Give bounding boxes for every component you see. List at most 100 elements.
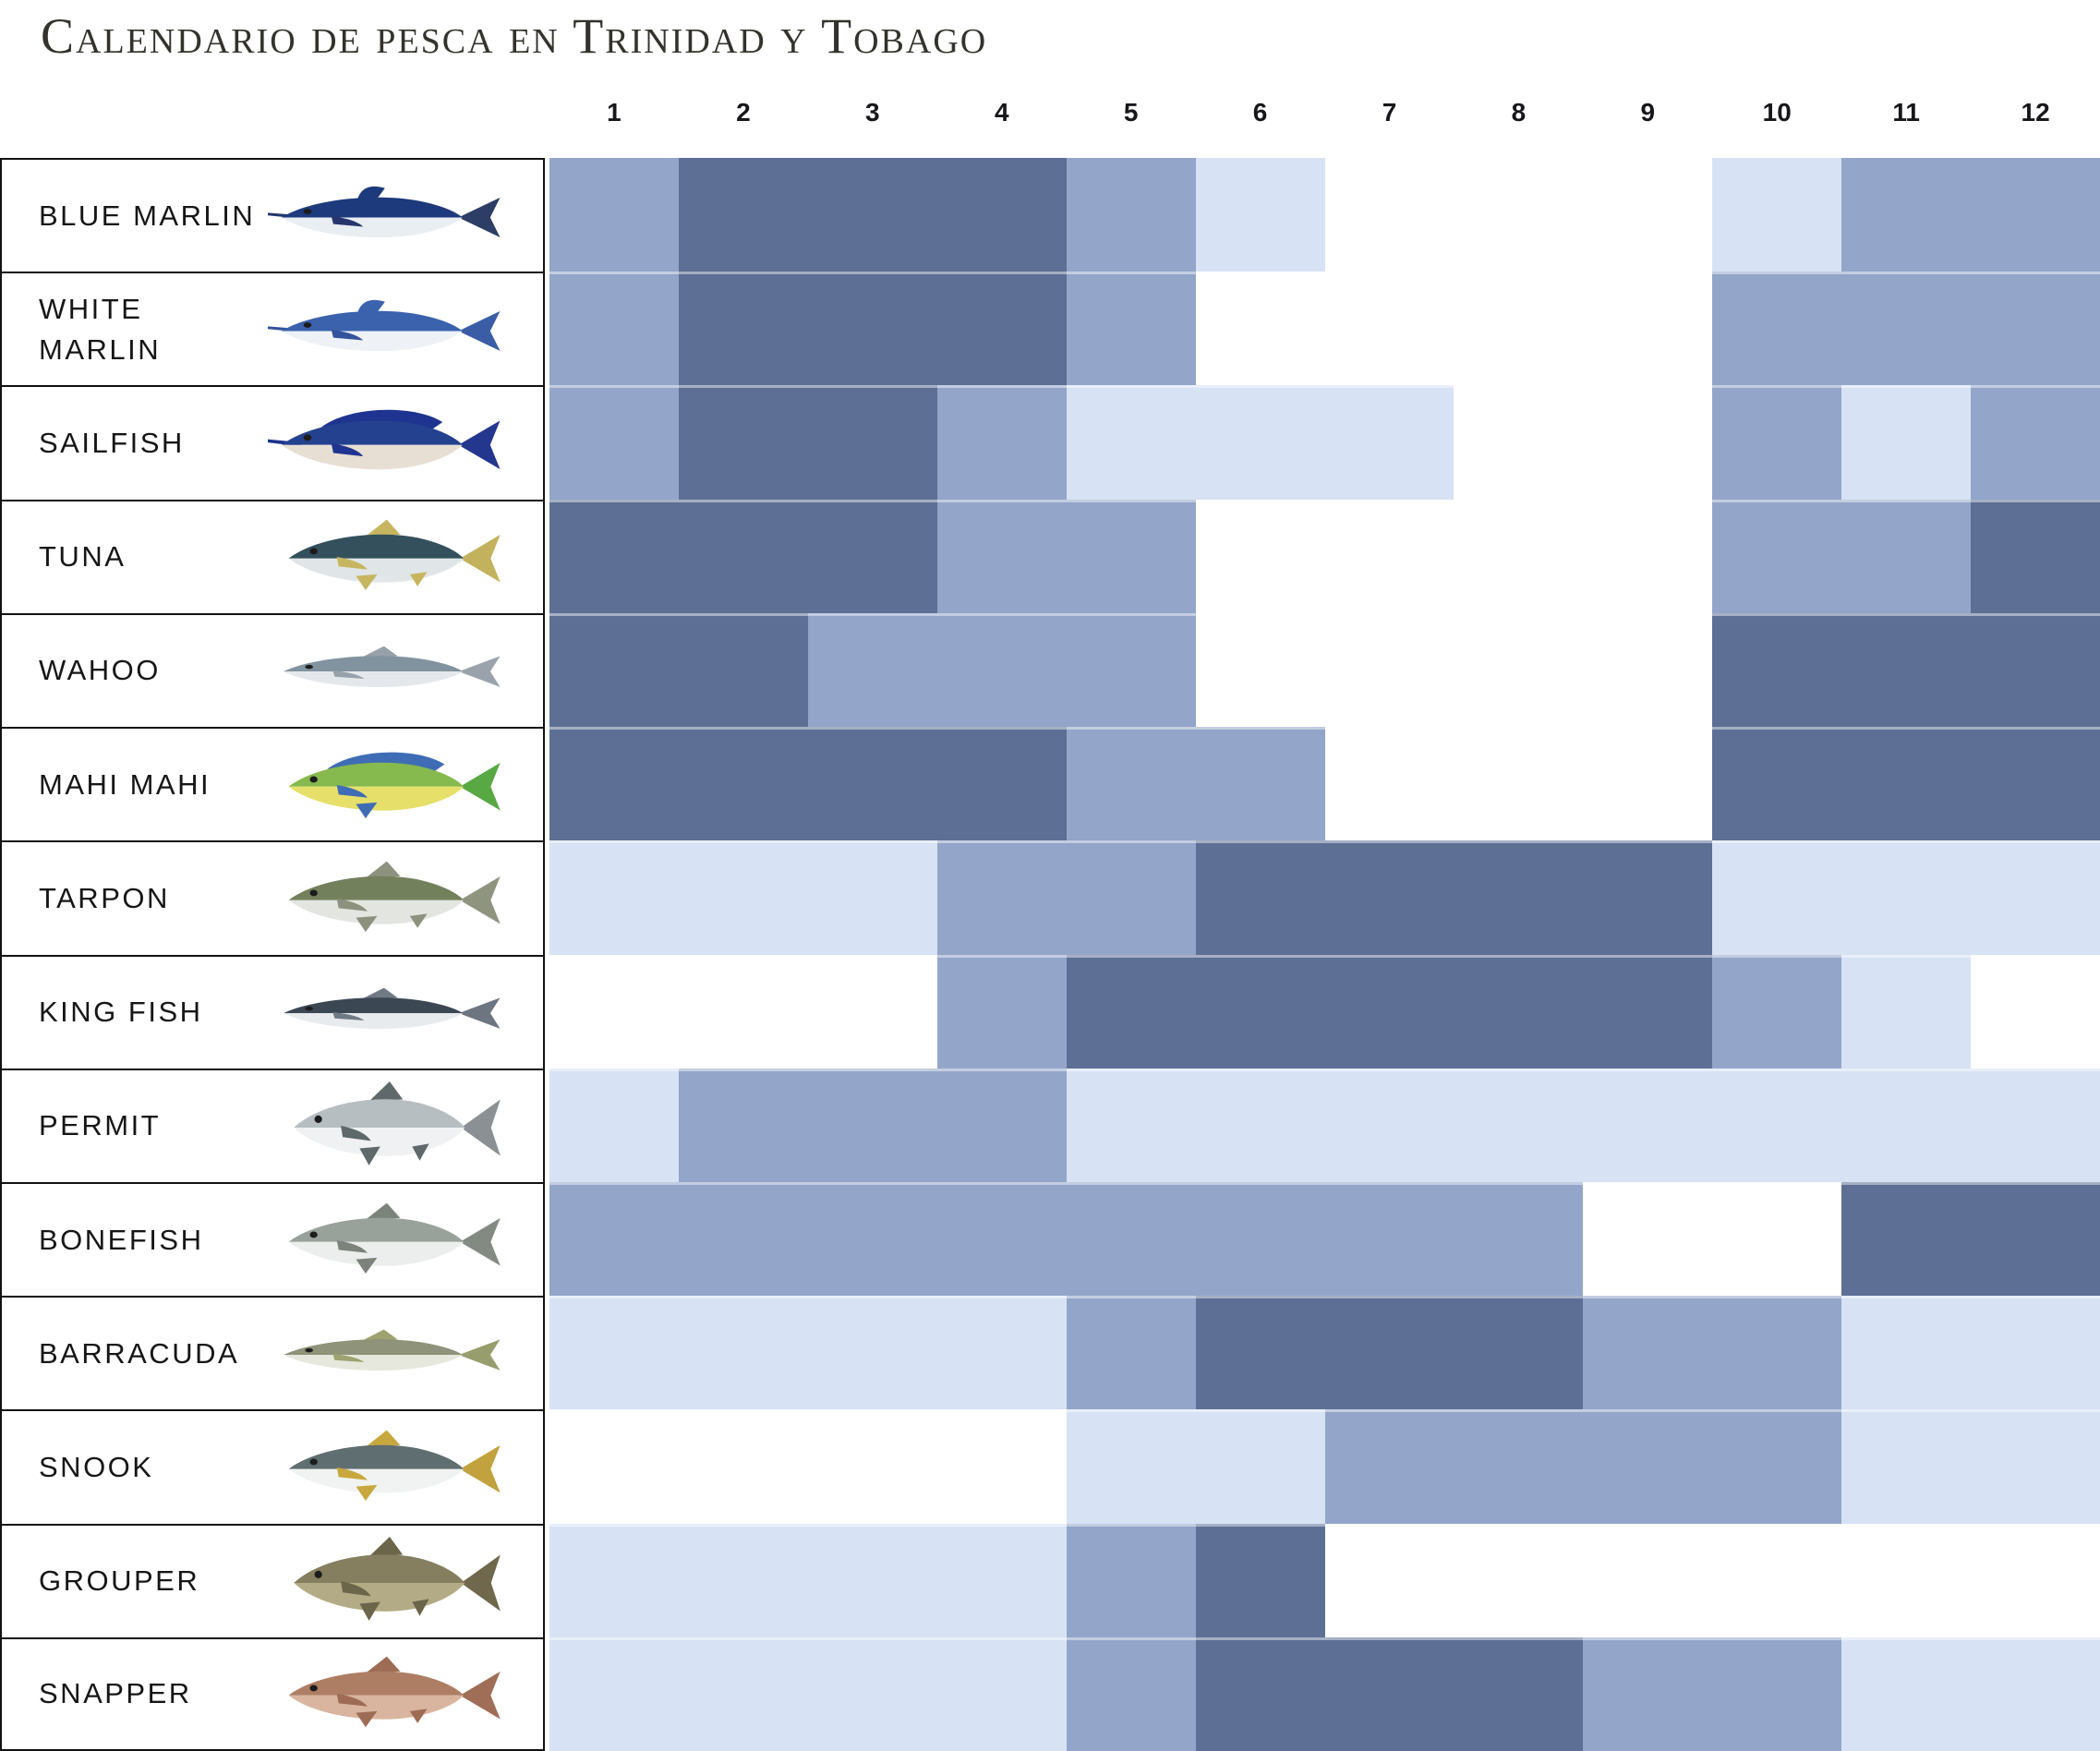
- table-row-tarpon: TARPON: [0, 840, 2100, 955]
- month-cells: [549, 1636, 2100, 1751]
- snook-fish-icon: [288, 1430, 501, 1502]
- month-cells: [549, 158, 2100, 272]
- month-cell: [807, 158, 937, 272]
- month-cell: [807, 499, 937, 613]
- month-cell: [1066, 158, 1196, 272]
- month-cell: [1841, 727, 1972, 841]
- snapper-fish-icon: [288, 1657, 501, 1728]
- month-cell: [678, 954, 808, 1069]
- species-cell: BONEFISH: [0, 1181, 545, 1297]
- month-cell: [1971, 158, 2100, 272]
- table-row-sailfish: SAILFISH: [0, 385, 2100, 500]
- month-cell: [1195, 272, 1325, 386]
- month-cell: [936, 385, 1067, 500]
- bonefish-fish-icon: [288, 1202, 501, 1274]
- month-cell: [1324, 1636, 1454, 1751]
- month-cell: [549, 1181, 679, 1297]
- month-cell: [1066, 612, 1196, 728]
- month-cell: [807, 1523, 937, 1637]
- month-cell: [549, 1068, 679, 1182]
- month-cell: [1454, 1409, 1584, 1524]
- month-cell: [1971, 840, 2100, 955]
- month-label: 7: [1382, 98, 1397, 127]
- month-cell: [1454, 158, 1584, 272]
- mahi-mahi-fish-icon: [288, 752, 501, 818]
- species-name: BARRACUDA: [39, 1336, 240, 1370]
- month-cell: [1841, 612, 1972, 728]
- species-name: SNAPPER: [39, 1677, 192, 1710]
- month-cell: [1583, 385, 1713, 500]
- month-cell: [1712, 158, 1842, 272]
- month-cell: [1712, 727, 1842, 841]
- month-cell: [1712, 272, 1842, 386]
- month-cell: [1841, 1636, 1972, 1751]
- month-cell: [1454, 499, 1584, 613]
- month-cell: [678, 727, 808, 841]
- table-row-snapper: SNAPPER: [0, 1636, 2100, 1751]
- month-cell: [1583, 612, 1713, 728]
- page-title: Calendario de pesca en Trinidad y Tobago: [41, 8, 988, 64]
- month-label: 9: [1640, 98, 1656, 127]
- month-cell: [1324, 385, 1454, 500]
- month-cell: [678, 1523, 808, 1637]
- month-cell: [1971, 1409, 2100, 1524]
- month-header-row: 1 2 3 4 5 6 7 8 9 10 11 12: [549, 98, 2100, 127]
- month-cell: [1195, 385, 1325, 500]
- month-cell: [1971, 1068, 2100, 1182]
- tuna-fish-icon: [288, 519, 501, 591]
- species-cell: SNOOK: [0, 1409, 545, 1524]
- month-cell: [1841, 1409, 1972, 1524]
- table-row-wahoo: WAHOO: [0, 612, 2100, 728]
- month-cell: [1324, 840, 1454, 955]
- month-cell: [1971, 1181, 2100, 1297]
- month-cell: [678, 1296, 808, 1410]
- month-cell: [807, 385, 937, 500]
- species-cell: BARRACUDA: [0, 1296, 545, 1410]
- species-cell: TARPON: [0, 840, 545, 955]
- species-name: MAHI MAHI: [39, 767, 211, 801]
- month-cell: [549, 158, 679, 272]
- month-cell: [807, 1068, 937, 1182]
- table-row-bonefish: BONEFISH: [0, 1181, 2100, 1297]
- month-cell: [1195, 1181, 1325, 1297]
- month-cell: [936, 840, 1067, 955]
- month-cell: [549, 1296, 679, 1410]
- month-cell: [807, 1409, 937, 1524]
- month-cell: [1841, 1181, 1972, 1297]
- month-cell: [807, 1181, 937, 1297]
- table-row-permit: PERMIT: [0, 1068, 2100, 1182]
- month-cell: [1712, 1068, 1842, 1182]
- month-cell: [549, 272, 679, 386]
- month-cell: [936, 499, 1067, 613]
- table-row-grouper: GROUPER: [0, 1523, 2100, 1637]
- month-cell: [1971, 727, 2100, 841]
- species-name: TUNA: [39, 540, 127, 574]
- species-name: KING FISH: [39, 996, 203, 1029]
- month-cell: [1066, 1068, 1196, 1182]
- month-cell: [678, 1636, 808, 1751]
- month-cell: [1583, 840, 1713, 955]
- sailfish-fish-icon: [268, 409, 501, 470]
- month-cell: [1454, 1636, 1584, 1751]
- month-cell: [936, 1181, 1067, 1297]
- month-cell: [1066, 385, 1196, 500]
- barracuda-fish-icon: [283, 1329, 501, 1371]
- month-label: 8: [1511, 98, 1527, 127]
- month-cell: [1583, 1181, 1713, 1297]
- month-cells: [549, 954, 2100, 1069]
- table-row-snook: SNOOK: [0, 1409, 2100, 1524]
- month-cell: [1712, 612, 1842, 728]
- month-label: 5: [1123, 98, 1139, 127]
- month-cell: [1195, 1523, 1325, 1637]
- month-cell: [936, 727, 1067, 841]
- month-cell: [1583, 954, 1713, 1069]
- month-cell: [1066, 1409, 1196, 1524]
- month-cell: [807, 727, 937, 841]
- month-cell: [936, 612, 1067, 728]
- month-cell: [936, 954, 1067, 1069]
- month-label: 6: [1252, 98, 1268, 127]
- month-cell: [1195, 158, 1325, 272]
- species-name: WHITE MARLIN: [39, 292, 162, 366]
- month-cell: [1712, 1523, 1842, 1637]
- month-cell: [936, 272, 1067, 386]
